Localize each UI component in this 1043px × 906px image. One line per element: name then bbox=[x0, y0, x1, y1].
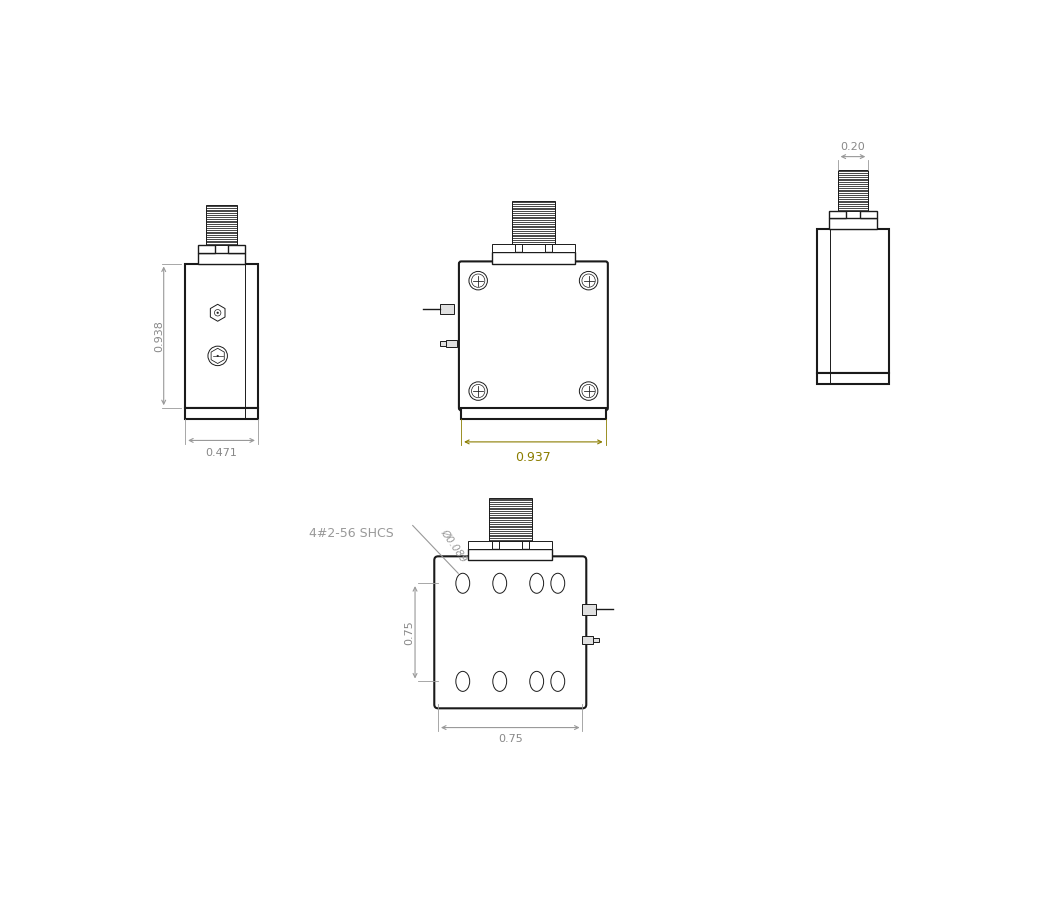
FancyBboxPatch shape bbox=[459, 262, 608, 410]
Ellipse shape bbox=[551, 671, 564, 691]
Bar bbox=[445, 340, 457, 347]
Text: 0.75: 0.75 bbox=[498, 734, 523, 744]
Bar bbox=[499, 541, 522, 549]
Bar bbox=[593, 638, 600, 642]
Bar bbox=[468, 541, 492, 549]
Bar bbox=[582, 636, 593, 644]
Circle shape bbox=[217, 355, 218, 357]
Bar bbox=[186, 264, 258, 408]
Bar bbox=[522, 245, 545, 252]
Bar bbox=[488, 497, 532, 541]
Bar bbox=[529, 541, 552, 549]
Bar bbox=[512, 201, 555, 245]
Ellipse shape bbox=[456, 671, 469, 691]
Bar bbox=[186, 408, 258, 419]
Bar bbox=[829, 210, 846, 218]
Bar bbox=[552, 245, 576, 252]
Bar bbox=[491, 252, 576, 264]
Bar bbox=[582, 603, 597, 614]
Bar bbox=[440, 304, 454, 314]
Text: Ø0.089: Ø0.089 bbox=[439, 527, 469, 564]
Bar bbox=[838, 170, 868, 210]
Bar bbox=[491, 245, 515, 252]
Bar bbox=[817, 229, 890, 373]
Text: 4#2-56 SHCS: 4#2-56 SHCS bbox=[309, 526, 393, 540]
Text: 0.471: 0.471 bbox=[205, 448, 238, 458]
Bar bbox=[829, 218, 876, 229]
FancyBboxPatch shape bbox=[434, 556, 586, 708]
Bar bbox=[817, 373, 890, 384]
Bar bbox=[198, 253, 245, 264]
Text: 0.938: 0.938 bbox=[154, 320, 164, 352]
Text: 0.937: 0.937 bbox=[515, 451, 552, 464]
Ellipse shape bbox=[530, 671, 543, 691]
Bar bbox=[461, 408, 606, 419]
Bar bbox=[198, 246, 215, 253]
Text: 0.20: 0.20 bbox=[841, 142, 866, 152]
Ellipse shape bbox=[530, 573, 543, 593]
Text: 0.75: 0.75 bbox=[404, 620, 414, 645]
Bar bbox=[228, 246, 245, 253]
Bar bbox=[207, 205, 237, 246]
Ellipse shape bbox=[456, 573, 469, 593]
Ellipse shape bbox=[492, 671, 507, 691]
Ellipse shape bbox=[551, 573, 564, 593]
Ellipse shape bbox=[492, 573, 507, 593]
Circle shape bbox=[217, 312, 219, 313]
Bar bbox=[468, 549, 552, 560]
Bar bbox=[859, 210, 876, 218]
Bar bbox=[440, 342, 445, 346]
